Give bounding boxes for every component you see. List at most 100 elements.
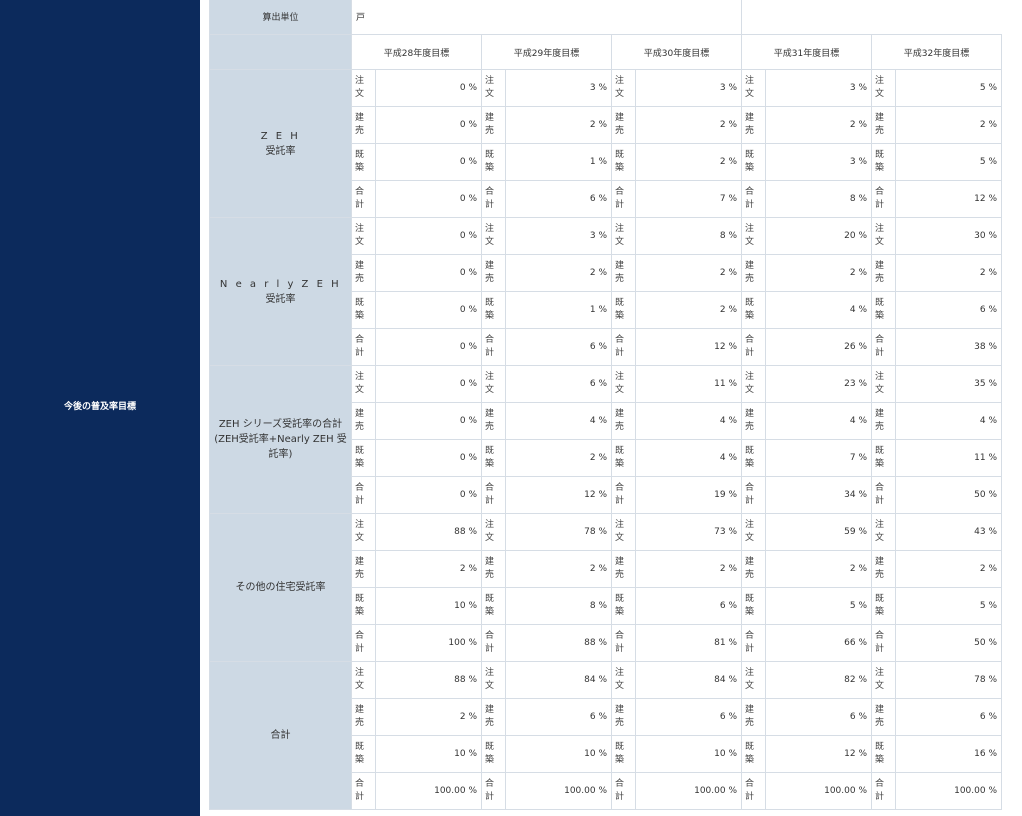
value-cell: 84 %	[635, 661, 742, 699]
table-row: 合計 100.00 % 合計 100.00 % 合計 100.00 % 合計 100.00 %…	[210, 772, 1002, 810]
row-type-char: 売	[615, 126, 625, 136]
row-type-char: 計	[745, 792, 755, 802]
row-type-char: 文	[745, 89, 755, 99]
row-type-label: 建売	[871, 254, 896, 292]
value-cell: 0 %	[375, 254, 482, 292]
row-type-label: 合計	[741, 772, 766, 810]
row-type-char: 売	[485, 274, 495, 284]
row-type-char: 建	[485, 557, 495, 567]
value-cell: 81 %	[635, 624, 742, 662]
row-type-label: 合計	[351, 772, 376, 810]
value-cell: 10 %	[375, 735, 482, 773]
row-type-char: 注	[615, 668, 625, 678]
row-type-char: 既	[745, 594, 755, 604]
value-cell: 16 %	[895, 735, 1002, 773]
row-type-label: 建売	[871, 106, 896, 144]
category-label: 合計	[209, 661, 352, 810]
row-type-label: 注文	[481, 217, 506, 255]
row-type-label: 合計	[611, 328, 636, 366]
value-cell: 4 %	[635, 439, 742, 477]
category-name: Z E H	[260, 130, 301, 142]
row-type-label: 建売	[611, 254, 636, 292]
row-type-char: 合	[745, 779, 755, 789]
row-type-label: 注文	[611, 217, 636, 255]
row-type-char: 計	[875, 496, 885, 506]
value-cell: 2 %	[895, 550, 1002, 588]
row-type-char: 築	[485, 755, 495, 765]
row-type-char: 合	[355, 335, 365, 345]
row-type-char: 建	[355, 409, 365, 419]
row-type-char: 文	[615, 89, 625, 99]
row-type-char: 売	[875, 126, 885, 136]
value-cell: 100.00 %	[505, 772, 612, 810]
row-type-char: 築	[615, 459, 625, 469]
row-type-label: 合計	[741, 476, 766, 514]
row-type-char: 既	[875, 446, 885, 456]
row-type-label: 注文	[481, 69, 506, 107]
value-cell: 0 %	[375, 476, 482, 514]
row-type-label: 既築	[741, 143, 766, 181]
value-cell: 0 %	[375, 402, 482, 440]
row-type-char: 既	[875, 742, 885, 752]
value-cell: 100.00 %	[635, 772, 742, 810]
calc-unit-row: 算出単位 戸	[209, 0, 1002, 35]
row-type-char: 売	[745, 718, 755, 728]
row-type-char: 既	[485, 298, 495, 308]
value-cell: 6 %	[895, 698, 1002, 736]
row-type-char: 建	[875, 113, 885, 123]
category-label: Z E H 受託率	[209, 69, 352, 218]
value-cell: 100.00 %	[895, 772, 1002, 810]
row-type-char: 計	[875, 644, 885, 654]
value-cell: 6 %	[895, 291, 1002, 329]
row-type-char: 既	[355, 150, 365, 160]
row-type-char: 売	[355, 718, 365, 728]
value-cell: 3 %	[505, 69, 612, 107]
row-type-label: 注文	[871, 217, 896, 255]
value-cell: 12 %	[635, 328, 742, 366]
row-type-char: 既	[745, 298, 755, 308]
value-cell: 3 %	[765, 143, 872, 181]
value-cell: 10 %	[375, 587, 482, 625]
row-type-char: 計	[355, 496, 365, 506]
row-type-char: 築	[355, 755, 365, 765]
row-type-char: 築	[485, 163, 495, 173]
row-type-char: 築	[485, 311, 495, 321]
row-type-char: 築	[745, 311, 755, 321]
row-type-char: 既	[615, 150, 625, 160]
row-type-label: 注文	[481, 513, 506, 551]
row-type-char: 文	[745, 385, 755, 395]
row-type-char: 売	[745, 126, 755, 136]
row-type-label: 注文	[871, 513, 896, 551]
row-type-label: 合計	[741, 328, 766, 366]
row-type-char: 注	[615, 76, 625, 86]
value-cell: 6 %	[505, 328, 612, 366]
row-type-char: 注	[615, 224, 625, 234]
value-cell: 2 %	[505, 254, 612, 292]
value-cell: 2 %	[635, 106, 742, 144]
row-type-char: 建	[745, 705, 755, 715]
row-type-char: 建	[745, 113, 755, 123]
table-row: N e a r l y Z E H 受託率注文 0 % 注文 3 % 注文 8 % 注文 20 …	[209, 217, 1002, 366]
row-type-char: 文	[355, 533, 365, 543]
row-type-char: 築	[355, 163, 365, 173]
row-type-char: 合	[485, 335, 495, 345]
value-cell: 6 %	[635, 587, 742, 625]
row-type-label: 建売	[611, 550, 636, 588]
row-type-char: 文	[615, 533, 625, 543]
value-cell: 0 %	[375, 365, 482, 403]
row-type-char: 売	[485, 126, 495, 136]
row-type-char: 合	[745, 335, 755, 345]
row-type-char: 注	[875, 372, 885, 382]
row-type-label: 注文	[611, 513, 636, 551]
row-type-char: 建	[355, 113, 365, 123]
row-type-label: 既築	[611, 439, 636, 477]
row-type-char: 建	[355, 557, 365, 567]
value-cell: 0 %	[375, 439, 482, 477]
row-type-char: 築	[745, 607, 755, 617]
value-cell: 4 %	[505, 402, 612, 440]
row-type-char: 文	[355, 89, 365, 99]
row-type-char: 計	[875, 348, 885, 358]
